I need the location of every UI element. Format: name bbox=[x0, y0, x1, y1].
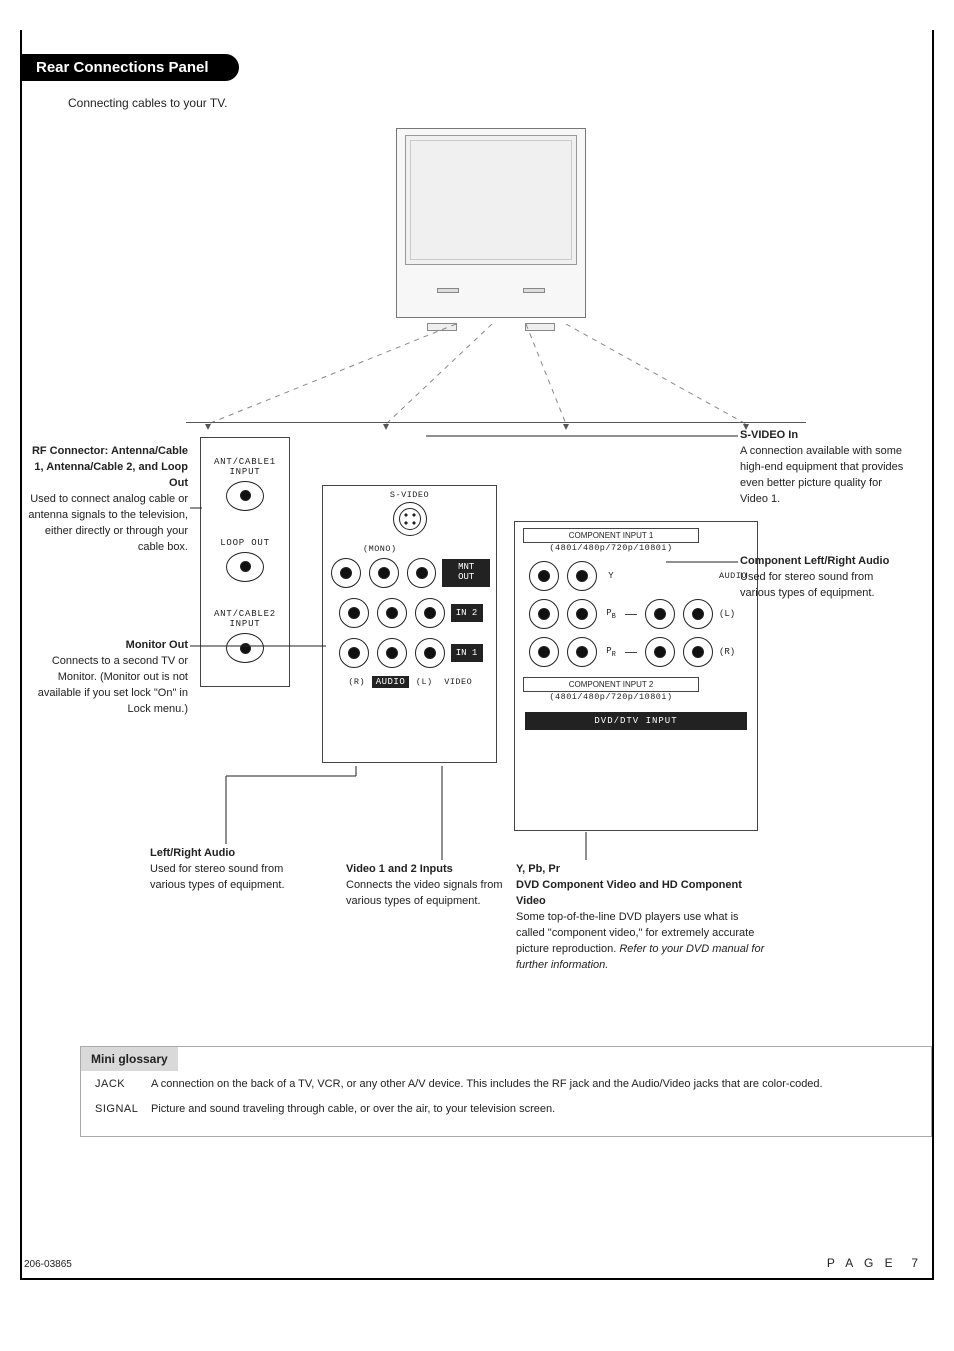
in1-tag: IN 1 bbox=[451, 644, 483, 662]
jack bbox=[377, 638, 407, 668]
glossary-title: Mini glossary bbox=[81, 1047, 178, 1071]
section-subtitle: Connecting cables to your TV. bbox=[68, 96, 908, 110]
tv-body bbox=[396, 128, 586, 318]
rear-panel: ANT/CABLE1 INPUT LOOP OUT ANT/CABLE2 INP… bbox=[186, 422, 806, 832]
ant-cable2-jack bbox=[226, 633, 264, 663]
component1-header: COMPONENT INPUT 1 bbox=[523, 528, 699, 543]
jack bbox=[377, 598, 407, 628]
diagram: ANT/CABLE1 INPUT LOOP OUT ANT/CABLE2 INP… bbox=[46, 128, 908, 978]
jack bbox=[567, 637, 597, 667]
component2-header: COMPONENT INPUT 2 bbox=[523, 677, 699, 692]
jack bbox=[369, 558, 399, 588]
note-monitor-out: Monitor Out Connects to a second TV or M… bbox=[28, 638, 188, 718]
glossary-row: JACK A connection on the back of a TV, V… bbox=[81, 1071, 931, 1096]
pb-row: PB (L) bbox=[521, 597, 751, 631]
comp1-y-row: Y AUDIO bbox=[521, 559, 751, 593]
pb-label: PB bbox=[603, 608, 619, 621]
note-component-audio: Component Left/Right Audio Used for ster… bbox=[740, 554, 910, 602]
page-footer: 206-03865 P A G E 7 bbox=[24, 1256, 922, 1270]
tv-speaker-left bbox=[437, 288, 459, 293]
s-video-jack bbox=[393, 502, 427, 536]
mnt-out-tag: MNT OUT bbox=[442, 559, 490, 587]
mini-glossary: Mini glossary JACK A connection on the b… bbox=[80, 1046, 932, 1137]
av-bottom-labels: (R) AUDIO (L) VIDEO bbox=[329, 676, 490, 688]
note-ypbpr: Y, Pb, Pr DVD Component Video and HD Com… bbox=[516, 862, 766, 974]
component2-res: (480i/480p/720p/1080i) bbox=[523, 692, 699, 702]
jack bbox=[645, 637, 675, 667]
dvd-dtv-label: DVD/DTV INPUT bbox=[525, 712, 747, 730]
jack bbox=[683, 637, 713, 667]
section-header: Rear Connections Panel bbox=[46, 54, 908, 82]
in1-row: IN 1 bbox=[329, 636, 490, 670]
jack bbox=[645, 599, 675, 629]
tv-illustration bbox=[386, 128, 596, 348]
jack bbox=[567, 599, 597, 629]
jack bbox=[529, 637, 559, 667]
jack bbox=[415, 598, 445, 628]
jack bbox=[683, 599, 713, 629]
manual-page: Rear Connections Panel Connecting cables… bbox=[20, 30, 934, 1280]
section-title: Rear Connections Panel bbox=[22, 54, 239, 81]
mono-label: (MONO) bbox=[363, 544, 490, 554]
tv-speaker-right bbox=[523, 288, 545, 293]
jack bbox=[339, 638, 369, 668]
component1-res: (480i/480p/720p/1080i) bbox=[523, 543, 699, 553]
jack bbox=[407, 558, 437, 588]
note-video-inputs: Video 1 and 2 Inputs Connects the video … bbox=[346, 862, 516, 910]
rf-connector-group: ANT/CABLE1 INPUT LOOP OUT ANT/CABLE2 INP… bbox=[200, 437, 290, 687]
av-inputs-group: S-VIDEO (MONO) MNT OUT IN 2 bbox=[322, 485, 497, 763]
s-video-label: S-VIDEO bbox=[329, 490, 490, 500]
note-rf-connector: RF Connector: Antenna/Cable 1, Antenna/C… bbox=[28, 444, 188, 556]
glossary-row: SIGNAL Picture and sound traveling throu… bbox=[81, 1096, 931, 1121]
projection-lines bbox=[146, 324, 846, 434]
pr-row: PR (R) bbox=[521, 635, 751, 669]
jack bbox=[415, 638, 445, 668]
note-svideo: S-VIDEO In A connection available with s… bbox=[740, 428, 910, 508]
jack bbox=[529, 599, 559, 629]
ant-cable2-label: ANT/CABLE2 INPUT bbox=[207, 609, 283, 665]
page-number: P A G E 7 bbox=[827, 1256, 922, 1270]
in2-row: IN 2 bbox=[329, 596, 490, 630]
dvd-dtv-group: COMPONENT INPUT 1 (480i/480p/720p/1080i)… bbox=[514, 521, 758, 831]
pr-label: PR bbox=[603, 646, 619, 659]
loop-out-jack bbox=[226, 552, 264, 582]
note-lr-audio: Left/Right Audio Used for stereo sound f… bbox=[150, 846, 320, 894]
in2-tag: IN 2 bbox=[451, 604, 483, 622]
loop-out-label: LOOP OUT bbox=[207, 538, 283, 584]
jack bbox=[339, 598, 369, 628]
doc-code: 206-03865 bbox=[24, 1259, 72, 1270]
ant-cable1-label: ANT/CABLE1 INPUT bbox=[207, 457, 283, 513]
ant-cable1-jack bbox=[226, 481, 264, 511]
jack bbox=[331, 558, 361, 588]
tv-screen bbox=[405, 135, 577, 265]
jack bbox=[567, 561, 597, 591]
mnt-out-row: MNT OUT bbox=[329, 556, 490, 590]
jack bbox=[529, 561, 559, 591]
